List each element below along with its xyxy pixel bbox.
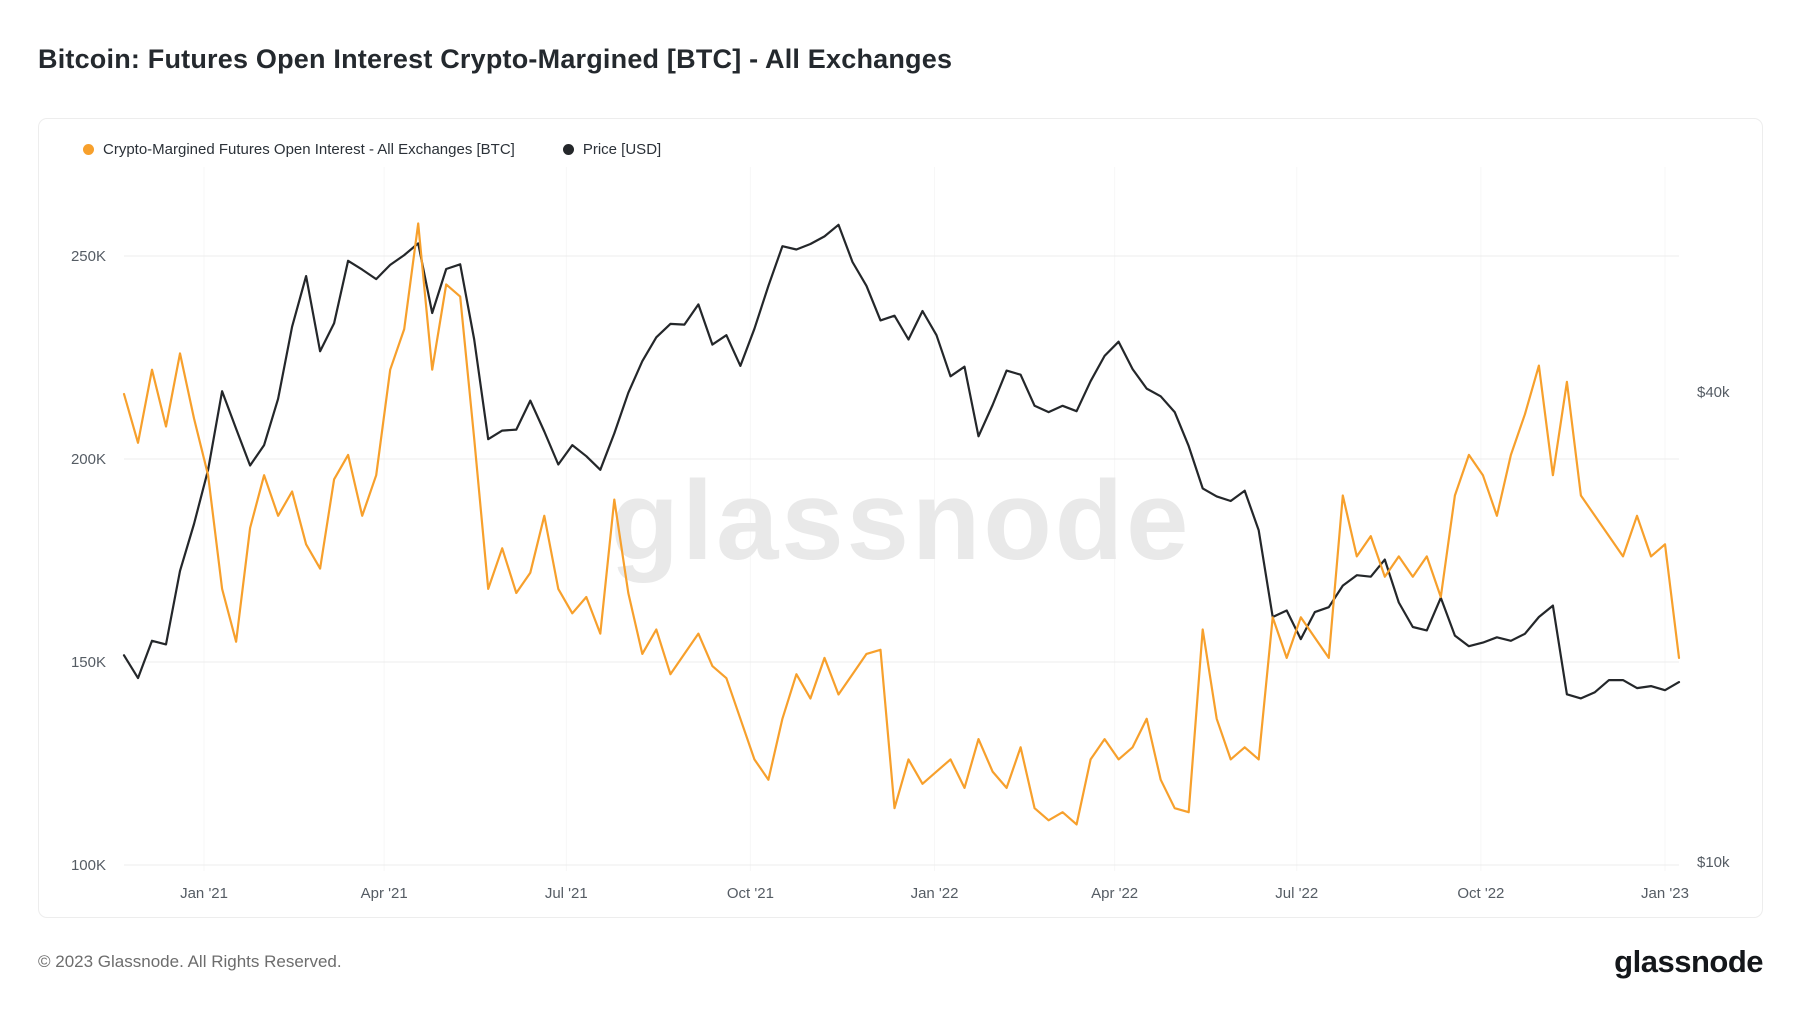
left-axis-tick-label: 250K [71, 248, 106, 265]
x-axis-tick-label: Oct '21 [727, 885, 774, 902]
series-line-open-interest [122, 222, 1681, 826]
right-axis-tick-label: $10k [1697, 854, 1730, 871]
right-axis-tick-label: $40k [1697, 384, 1730, 401]
x-axis-tick-label: Jan '21 [180, 885, 228, 902]
chart-legend: Crypto-Margined Futures Open Interest - … [83, 141, 661, 158]
glassnode-logo[interactable]: glassnode [1614, 944, 1763, 979]
left-axis-tick-label: 200K [71, 451, 106, 468]
legend-dot-open-interest-icon [83, 144, 94, 155]
legend-dot-price-icon [562, 144, 574, 155]
legend-label-open-interest: Crypto-Margined Futures Open Interest - … [103, 141, 515, 158]
x-axis-tick-label: Apr '21 [361, 885, 408, 902]
x-axis-tick-label: Jan '22 [911, 885, 959, 902]
copyright-text: © 2023 Glassnode. All Rights Reserved. [38, 952, 342, 971]
legend-label-price: Price [USD] [582, 141, 662, 158]
left-axis-tick-label: 150K [71, 654, 106, 671]
x-axis-tick-label: Jan '23 [1641, 885, 1689, 902]
glassnode-watermark: glassnode [611, 458, 1192, 583]
x-axis-tick-label: Jul '22 [1275, 885, 1318, 902]
series-line-price [122, 223, 1681, 700]
x-axis-tick-label: Jul '21 [545, 885, 588, 902]
chart-canvas[interactable]: Jan '21 Apr '21 Jul '21 Oct '21 Jan '22 Apr '… [39, 119, 1762, 917]
chart-card: Crypto-Margined Futures Open Interest - … [38, 118, 1763, 918]
left-axis-tick-label: 100K [71, 857, 106, 874]
legend-item-price[interactable]: Price [USD] [562, 141, 662, 158]
x-axis-tick-label: Oct '22 [1457, 885, 1504, 902]
legend-item-open-interest[interactable]: Crypto-Margined Futures Open Interest - … [83, 141, 515, 158]
footer: © 2023 Glassnode. All Rights Reserved. g… [38, 944, 1763, 980]
x-axis-tick-label: Apr '22 [1091, 885, 1138, 902]
page-title: Bitcoin: Futures Open Interest Crypto-Ma… [38, 44, 953, 74]
